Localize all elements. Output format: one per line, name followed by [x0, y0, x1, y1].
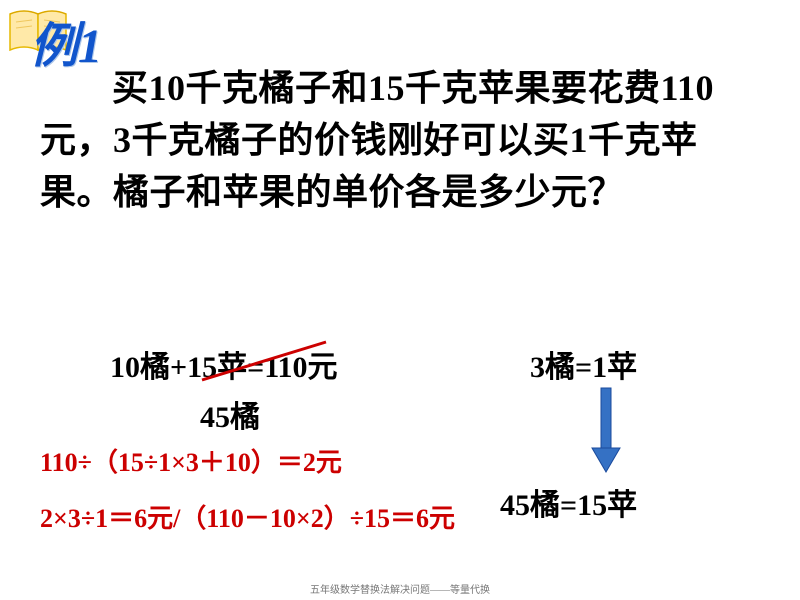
derived-equation: 45橘=15苹	[500, 480, 637, 524]
problem-text: 买10千克橘子和15千克苹果要花费110元，3千克橘子的价钱刚好可以买1千克苹果…	[40, 62, 760, 219]
substitution: 45橘	[200, 392, 260, 436]
strike-through	[196, 334, 336, 388]
down-arrow-icon	[590, 386, 622, 474]
answer-line-1: 110÷（15÷1×3＋10）＝2元	[40, 442, 342, 479]
answer-line-2: 2×3÷1＝6元/（110－10×2）÷15＝6元	[40, 498, 455, 535]
equation-ratio: 3橘=1苹	[530, 342, 637, 386]
slide-footer: 五年级数学替换法解决问题——等量代换	[310, 581, 490, 596]
